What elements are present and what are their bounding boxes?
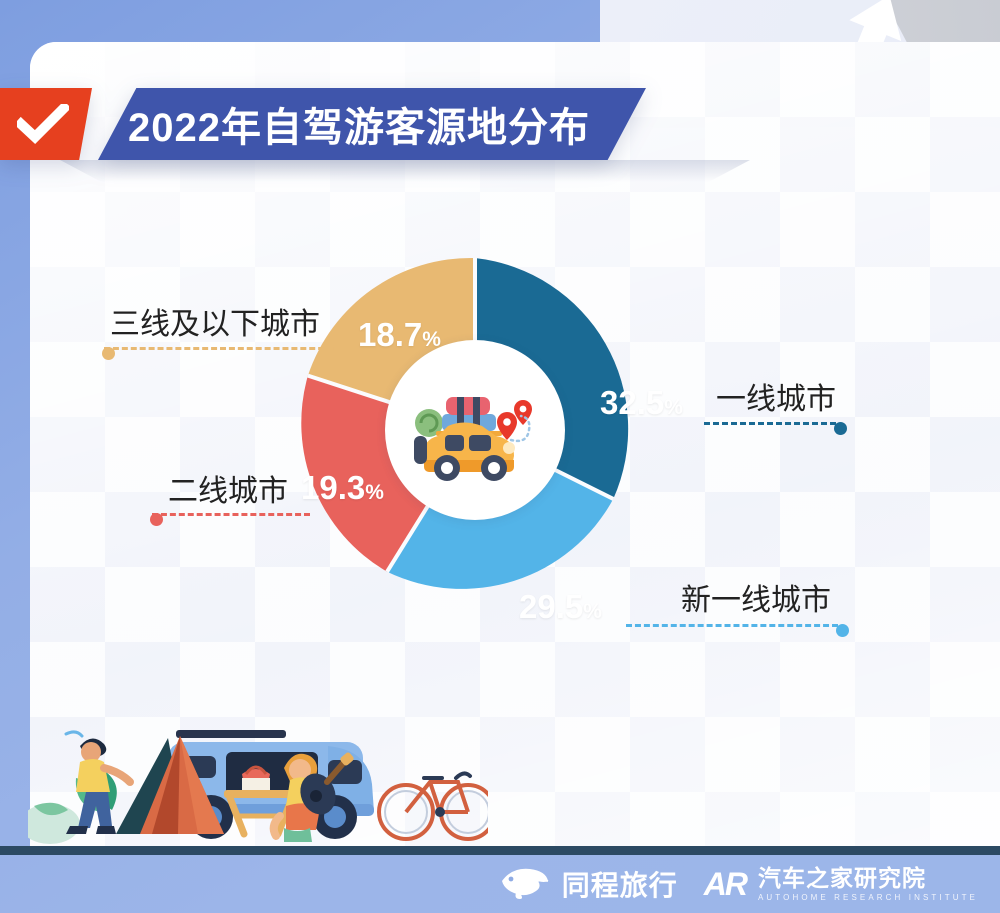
brand-tongcheng-name: 同程旅行 (561, 870, 678, 901)
slice-value-3: 18.7% (358, 316, 441, 354)
page-title: 2022年自驾游客源地分布 (98, 88, 646, 160)
slice-value-3-unit: % (422, 328, 441, 351)
banner-shadow (60, 160, 750, 182)
slice-value-1-unit: % (583, 600, 602, 623)
check-icon (0, 88, 92, 160)
leader-line-3 (104, 347, 342, 350)
page-title-text: 2022年自驾游客源地分布 (128, 106, 590, 150)
donut-chart (295, 250, 655, 610)
brand-tongcheng: 同程旅行 (498, 864, 678, 904)
title-banner: 2022年自驾游客源地分布 (0, 88, 646, 160)
leader-dot-3 (102, 347, 115, 360)
leader-dot-2 (150, 513, 163, 526)
brand-autohome: AR 汽车之家研究院 AUTOHOME RESEARCH INSTITUTE (704, 866, 978, 903)
camping-illustration (20, 686, 497, 851)
slice-value-1-number: 29.5 (519, 588, 584, 625)
slice-value-3-number: 18.7 (358, 316, 423, 353)
slice-value-0-number: 32.5 (600, 384, 665, 421)
leader-line-1 (626, 624, 838, 627)
brand-autohome-names: 汽车之家研究院 AUTOHOME RESEARCH INSTITUTE (757, 864, 978, 902)
brand-autohome-name-en: AUTOHOME RESEARCH INSTITUTE (757, 892, 978, 902)
slice-value-2-number: 19.3 (301, 469, 366, 506)
slice-value-2: 19.3% (301, 469, 384, 507)
donut-center (385, 340, 565, 520)
chart-label-third-tier-text: 三线及以下城市 (110, 308, 320, 341)
brand-autohome-name-cn: 汽车之家研究院 (757, 864, 926, 891)
ar-logo-icon: AR (703, 865, 748, 902)
slice-value-0-unit: % (664, 396, 683, 419)
slice-value-0: 32.5% (600, 384, 683, 422)
dove-logo-icon (498, 865, 550, 904)
ground-line (0, 846, 1000, 855)
chart-label-first-tier-text: 一线城市 (716, 383, 836, 416)
leader-dot-0 (834, 422, 847, 435)
road-trip-car-icon (406, 378, 544, 482)
leader-line-2 (152, 513, 310, 516)
leader-dot-1 (836, 624, 849, 637)
chart-label-new-first-tier-text: 新一线城市 (681, 584, 831, 617)
chart-label-second-tier-text: 二线城市 (168, 475, 288, 508)
footer-branding: 同程旅行 AR 汽车之家研究院 AUTOHOME RESEARCH INSTIT… (0, 855, 1000, 913)
slice-value-1: 29.5% (519, 588, 602, 626)
leader-line-0 (704, 422, 836, 425)
slice-value-2-unit: % (365, 481, 384, 504)
